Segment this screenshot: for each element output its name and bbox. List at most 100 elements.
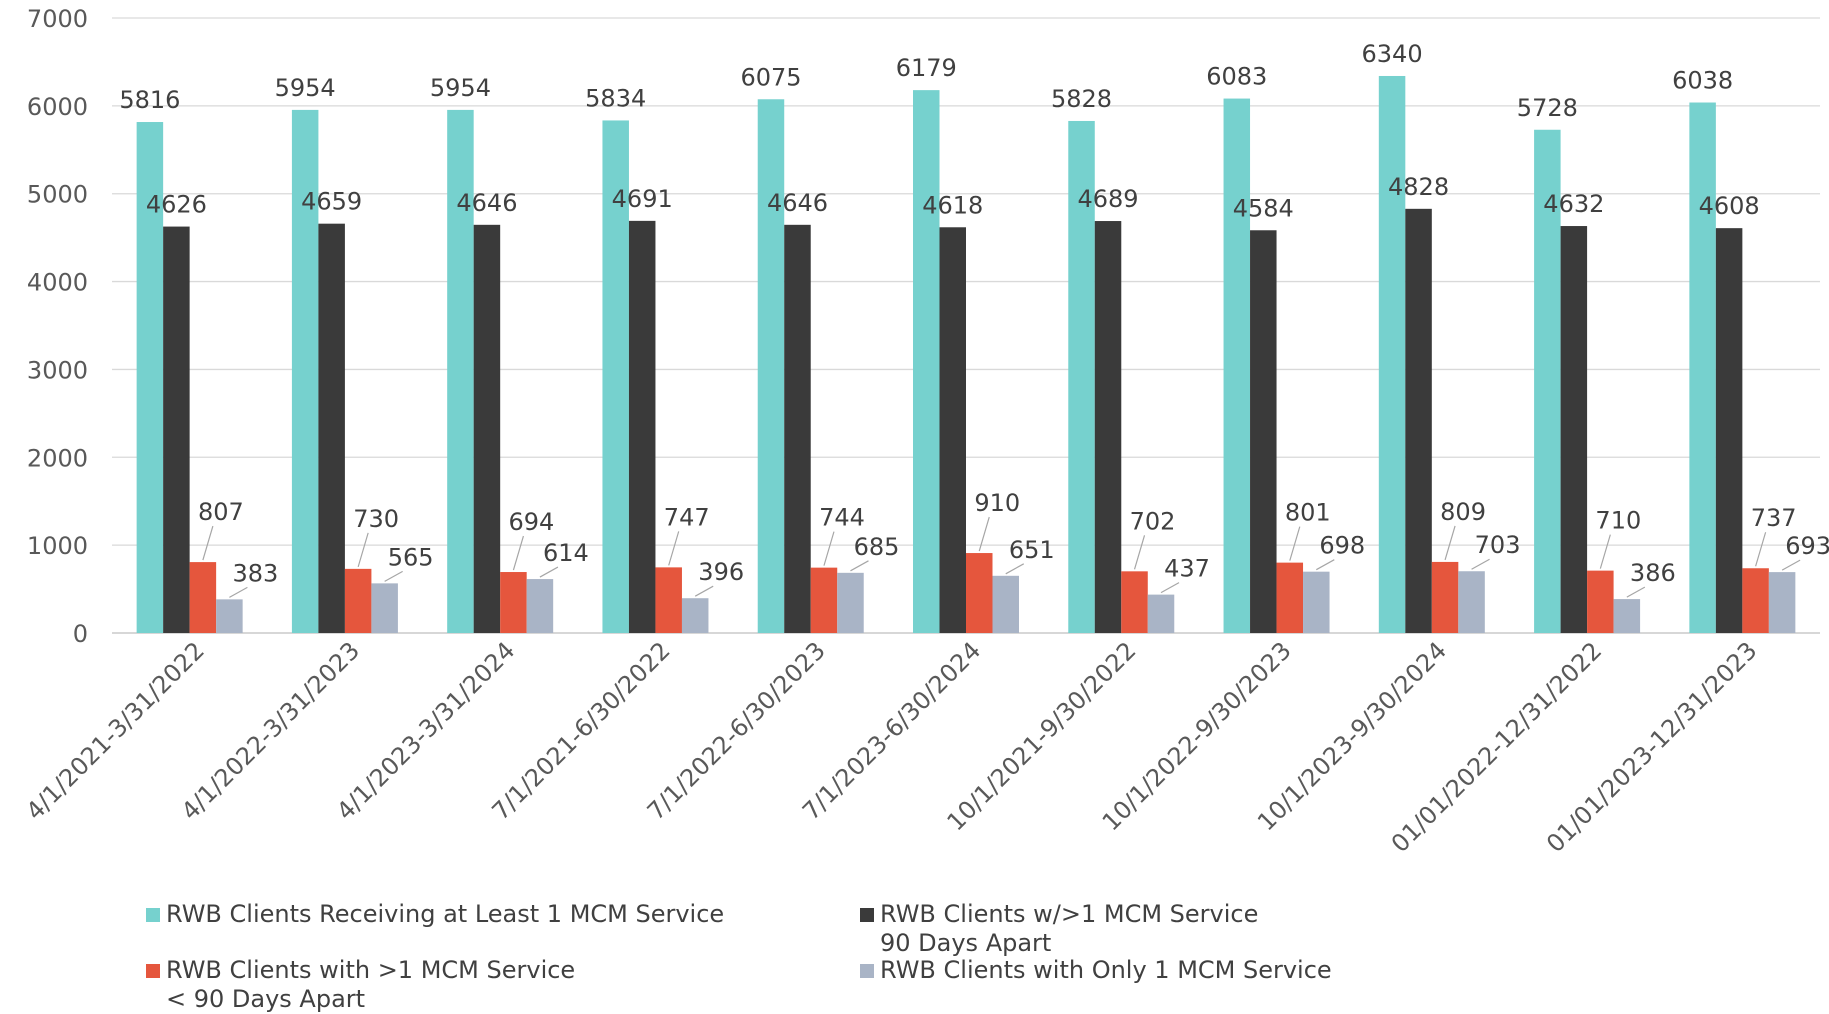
bar-series-3 (344, 568, 372, 633)
bar-series-4 (216, 599, 243, 633)
legend-swatch (146, 964, 160, 978)
data-label: 5954 (275, 74, 336, 102)
bar-series-3 (810, 567, 838, 633)
leader-line (1133, 535, 1146, 570)
leader-line (512, 535, 525, 571)
bar-series-2 (1405, 208, 1432, 633)
legend-item-series-4: RWB Clients with Only 1 MCM Service (860, 956, 1332, 985)
x-tick-label: 4/1/2023-3/31/2024 (331, 636, 520, 825)
data-label: 747 (664, 503, 710, 531)
bar-series-3 (1742, 568, 1769, 633)
bar-chart: 0 1000 2000 3000 4000 5000 6000 7000 5816 4626 80… (21, 5, 1829, 858)
data-label-leader-lines (202, 516, 1801, 598)
data-label: 565 (388, 543, 434, 571)
y-tick-label: 6000 (27, 93, 88, 121)
leader-line (1005, 563, 1025, 575)
bar-series-4 (992, 575, 1019, 633)
data-label: 383 (232, 559, 278, 587)
data-label: 6179 (896, 54, 957, 82)
bar-series-2 (1094, 221, 1122, 634)
data-label: 807 (198, 498, 244, 526)
data-label: 5816 (119, 86, 180, 114)
y-tick-label: 4000 (27, 269, 88, 297)
bar-series-1 (602, 120, 629, 634)
bar-series-2 (1560, 226, 1588, 633)
bar-series-3 (1587, 570, 1614, 633)
leader-line (1444, 525, 1456, 561)
legend-label: RWB Clients Receiving at Least 1 MCM Ser… (166, 900, 725, 928)
legend-swatch (860, 964, 874, 978)
data-label: 6083 (1206, 63, 1267, 91)
data-label: 5728 (1517, 94, 1578, 122)
leader-line (978, 516, 990, 552)
bar-series-2 (473, 224, 501, 633)
leader-line (1599, 534, 1611, 569)
bar-series-1 (1378, 75, 1406, 633)
bar-series-4 (1768, 572, 1796, 633)
leader-line (1316, 559, 1335, 571)
bar-series-3 (966, 553, 993, 633)
leader-line (1755, 532, 1767, 567)
data-label: 5954 (430, 74, 491, 102)
data-label: 4659 (301, 188, 362, 216)
bar-series-2 (628, 220, 656, 634)
legend-item-series-2: RWB Clients w/>1 MCM Service 90 Days Apa… (860, 900, 1258, 958)
x-tick-label: 4/1/2021-3/31/2022 (21, 636, 210, 825)
bar-series-4 (1613, 599, 1641, 633)
data-label: 744 (819, 504, 865, 532)
data-label: 386 (1630, 559, 1676, 587)
bar-series-2 (1250, 230, 1277, 633)
leader-line (850, 560, 869, 572)
bar-series-3 (1121, 571, 1148, 633)
data-label: 6075 (740, 63, 801, 91)
data-label: 809 (1440, 498, 1486, 526)
data-label: 396 (698, 558, 744, 586)
bar-series-4 (371, 583, 398, 633)
x-tick-label: 7/1/2021-6/30/2022 (487, 636, 676, 825)
bar-series-4 (681, 598, 709, 633)
legend-item-series-1: RWB Clients Receiving at Least 1 MCM Ser… (146, 900, 724, 929)
bar-series-2 (1715, 228, 1743, 633)
bar-series-2 (939, 227, 966, 634)
data-label: 4584 (1233, 194, 1294, 222)
legend-label: RWB Clients with Only 1 MCM Service (880, 956, 1332, 984)
leader-line (1471, 558, 1490, 570)
bar-series-1 (1223, 98, 1251, 633)
data-label: 685 (854, 533, 900, 561)
y-tick-label: 1000 (27, 532, 88, 560)
data-label: 4632 (1543, 190, 1604, 218)
data-label: 703 (1475, 531, 1521, 559)
bar-series-3 (655, 567, 682, 633)
leader-line (357, 532, 369, 568)
leader-line (384, 570, 403, 582)
legend-swatch (146, 908, 160, 922)
data-label: 4646 (456, 189, 517, 217)
y-tick-label: 5000 (27, 181, 88, 209)
data-label: 698 (1319, 532, 1365, 560)
data-label: 702 (1130, 507, 1176, 535)
y-tick-label: 0 (73, 620, 88, 648)
bar-series-2 (318, 223, 345, 633)
data-label: 5834 (585, 84, 646, 112)
leader-line (823, 531, 835, 566)
data-label: 693 (1785, 532, 1829, 560)
data-label: 437 (1164, 555, 1210, 583)
bar-series-4 (837, 572, 864, 633)
data-label: 4828 (1388, 173, 1449, 201)
leader-line (1626, 586, 1646, 598)
y-axis-tick-labels: 0 1000 2000 3000 4000 5000 6000 7000 (27, 5, 88, 648)
data-label: 4689 (1077, 185, 1138, 213)
y-tick-label: 7000 (27, 5, 88, 33)
bar-series-2 (784, 224, 811, 633)
bar-series-1 (1068, 120, 1095, 634)
bar-series-4 (1303, 571, 1330, 633)
x-tick-label: 7/1/2022-6/30/2023 (642, 636, 831, 825)
data-label: 6038 (1672, 67, 1733, 95)
data-label: 737 (1751, 504, 1797, 532)
bar-series-3 (1276, 562, 1304, 633)
data-label: 651 (1009, 536, 1055, 564)
bar-series-3 (189, 562, 217, 633)
data-label: 5828 (1051, 85, 1112, 113)
bar-series-1 (291, 109, 319, 634)
x-axis-tick-labels: 4/1/2021-3/31/20224/1/2022-3/31/20234/1/… (21, 636, 1763, 858)
